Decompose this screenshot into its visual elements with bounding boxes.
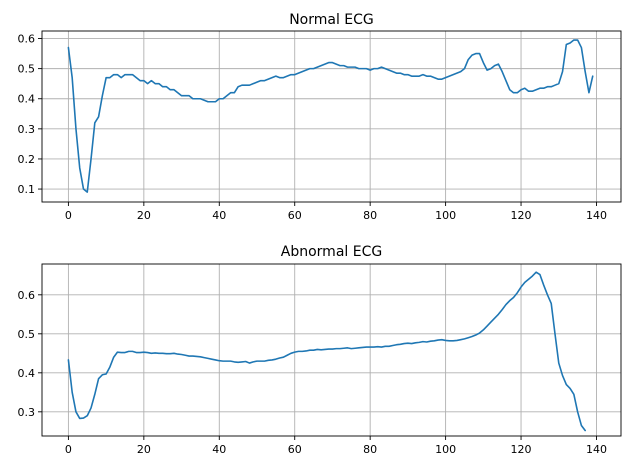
x-tick-label: 0 <box>65 209 72 222</box>
x-tick-label: 0 <box>65 443 72 456</box>
axes-frame <box>41 30 622 203</box>
y-tick-label: 0.3 <box>18 406 36 419</box>
x-tick-label: 20 <box>137 443 151 456</box>
chart-abnormal-ecg: Abnormal ECG 0 20 40 60 80 100 120 140 0.3 0.4 0.5… <box>18 244 622 456</box>
chart-title-abnormal-ecg: Abnormal ECG <box>281 244 382 260</box>
x-tick-label: 40 <box>212 443 226 456</box>
x-tick-label: 100 <box>435 443 456 456</box>
x-tick-label: 60 <box>288 443 302 456</box>
y-tick-label: 0.6 <box>18 33 36 46</box>
plot-area-normal-ecg: 0 20 40 60 80 100 120 140 0.1 0.2 0.3 0.4 0.5 0.6 <box>18 30 622 222</box>
y-tick-label: 0.4 <box>18 367 36 380</box>
y-tick-label: 0.3 <box>18 123 36 136</box>
series-line <box>67 39 594 193</box>
chart-normal-ecg: Normal ECG 0 20 40 60 80 100 120 140 0.1 0.2 0.3 0.… <box>18 12 622 222</box>
y-tick-label: 0.4 <box>18 93 36 106</box>
x-tick-label: 140 <box>586 443 607 456</box>
x-tick-label: 80 <box>363 443 377 456</box>
axes-frame <box>41 263 622 437</box>
x-tick-label: 20 <box>137 209 151 222</box>
chart-title-normal-ecg: Normal ECG <box>289 12 374 28</box>
x-tick-label: 40 <box>212 209 226 222</box>
x-tick-label: 60 <box>288 209 302 222</box>
y-tick-label: 0.6 <box>18 289 36 302</box>
x-tick-label: 120 <box>511 443 532 456</box>
x-tick-label: 100 <box>435 209 456 222</box>
y-tick-label: 0.5 <box>18 63 36 76</box>
x-tick-label: 80 <box>363 209 377 222</box>
x-tick-label: 120 <box>511 209 532 222</box>
y-tick-label: 0.5 <box>18 328 36 341</box>
y-tick-label: 0.1 <box>18 183 36 196</box>
y-tick-label: 0.2 <box>18 153 36 166</box>
plot-area-abnormal-ecg: 0 20 40 60 80 100 120 140 0.3 0.4 0.5 0.6 <box>18 263 622 456</box>
x-tick-label: 140 <box>586 209 607 222</box>
series-line <box>67 271 586 432</box>
